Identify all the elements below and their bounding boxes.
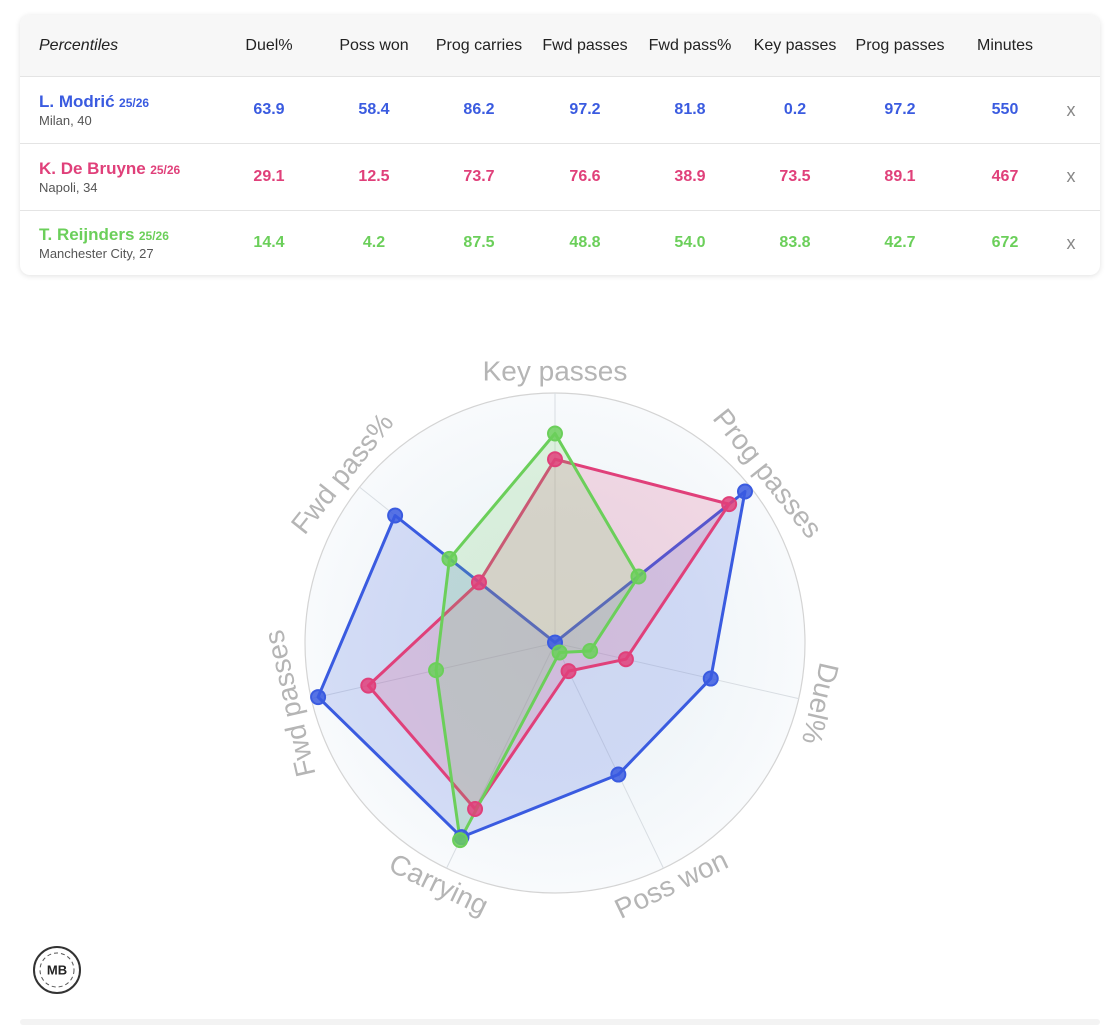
stat-value: 73.7 bbox=[463, 167, 495, 185]
radar-point bbox=[702, 670, 719, 687]
column-header: Duel% bbox=[245, 37, 293, 54]
radar-point bbox=[547, 451, 563, 468]
stat-value: 12.5 bbox=[358, 167, 390, 185]
player-line: K. De Bruyne 25/26 bbox=[39, 159, 180, 179]
player-cell: K. De Bruyne 25/26 Napoli, 34 bbox=[39, 144, 239, 210]
logo-text: MB bbox=[47, 962, 67, 977]
column-header: Minutes bbox=[976, 37, 1034, 54]
radar-point bbox=[736, 483, 753, 500]
player-name: K. De Bruyne bbox=[39, 158, 146, 178]
radar-area bbox=[366, 457, 731, 811]
stat-value: 83.8 bbox=[779, 234, 811, 251]
radar-area bbox=[434, 432, 640, 842]
player-cell: T. Reijnders 25/26 Manchester City, 27 bbox=[39, 210, 239, 275]
column-header: Prog passes bbox=[855, 37, 945, 54]
player-row: L. Modrić 25/26 Milan, 40 63.9 58.4 86.2 97.2… bbox=[20, 77, 1100, 144]
stat-value: 97.2 bbox=[569, 101, 601, 118]
stat-value: 42.7 bbox=[884, 234, 916, 251]
stat-value: 76.6 bbox=[569, 167, 601, 185]
stat-value: 550 bbox=[991, 101, 1019, 118]
stat-value: 97.2 bbox=[884, 101, 916, 118]
player-info: Milan, 40 bbox=[39, 113, 92, 128]
stat-value: 87.5 bbox=[463, 234, 495, 251]
radar-point bbox=[617, 651, 634, 668]
stat-value: 63.9 bbox=[253, 101, 285, 118]
radar-point bbox=[470, 574, 487, 591]
radar-spoke bbox=[554, 642, 664, 869]
stat-value: 672 bbox=[991, 234, 1019, 251]
stat-value: 29.1 bbox=[253, 167, 285, 185]
header-row: Percentiles Duel% Poss won Prog carries Fwd … bbox=[20, 15, 1100, 77]
radar-point bbox=[452, 832, 469, 849]
stat-value: 467 bbox=[991, 167, 1019, 185]
radar-point bbox=[551, 644, 568, 661]
radar-point bbox=[582, 643, 599, 660]
column-header: Fwd passes bbox=[542, 37, 628, 54]
radar-point bbox=[441, 550, 458, 567]
stat-value: 0.2 bbox=[783, 101, 807, 118]
radar-point bbox=[360, 677, 377, 694]
comparison-table: Percentiles Duel% Poss won Prog carries Fwd … bbox=[20, 15, 1100, 275]
player-info: Napoli, 34 bbox=[39, 179, 98, 195]
radar-point bbox=[547, 425, 563, 442]
logo: MB bbox=[33, 946, 81, 994]
stat-value: 38.9 bbox=[674, 167, 706, 185]
player-name: T. Reijnders bbox=[39, 225, 135, 244]
radar-point bbox=[428, 662, 445, 679]
radar-point bbox=[630, 568, 647, 585]
remove-button[interactable]: x bbox=[1066, 232, 1076, 253]
stat-value: 86.2 bbox=[463, 101, 495, 118]
radar-point bbox=[721, 496, 738, 513]
radar-point bbox=[610, 766, 627, 783]
column-header: Fwd pass% bbox=[648, 37, 732, 54]
axis-label: Key passes bbox=[483, 355, 628, 386]
stat-value: 48.8 bbox=[569, 234, 601, 251]
player-line: L. Modrić 25/26 bbox=[39, 92, 149, 112]
column-header: Percentiles bbox=[39, 37, 119, 54]
stat-value: 14.4 bbox=[253, 234, 285, 251]
player-info: Manchester City, 27 bbox=[39, 246, 154, 261]
stat-value: 73.5 bbox=[779, 167, 811, 185]
remove-button[interactable]: x bbox=[1066, 99, 1076, 120]
radar-point bbox=[467, 801, 484, 818]
player-row: T. Reijnders 25/26 Manchester City, 27 14.… bbox=[20, 210, 1100, 275]
radar-point bbox=[560, 663, 577, 680]
stat-value: 54.0 bbox=[674, 234, 706, 251]
bottom-panel bbox=[20, 1019, 1100, 1025]
radar-point bbox=[310, 689, 327, 706]
stat-value: 81.8 bbox=[674, 101, 706, 118]
stat-value: 89.1 bbox=[884, 167, 916, 185]
player-line: T. Reijnders 25/26 bbox=[39, 225, 169, 245]
column-header: Poss won bbox=[339, 37, 409, 54]
player-cell: L. Modrić 25/26 Milan, 40 bbox=[39, 77, 239, 143]
radar-point bbox=[387, 507, 404, 524]
stat-value: 58.4 bbox=[358, 101, 390, 118]
remove-button[interactable]: x bbox=[1066, 166, 1076, 186]
season: 25/26 bbox=[150, 162, 181, 177]
column-header: Key passes bbox=[753, 37, 837, 54]
season: 25/26 bbox=[138, 229, 169, 243]
column-header: Prog carries bbox=[435, 37, 523, 54]
season: 25/26 bbox=[119, 96, 150, 110]
stat-value: 4.2 bbox=[362, 234, 386, 251]
player-name: L. Modrić bbox=[39, 92, 115, 111]
player-row: K. De Bruyne 25/26 Napoli, 34 29.1 12.5 73.7… bbox=[20, 144, 1100, 211]
